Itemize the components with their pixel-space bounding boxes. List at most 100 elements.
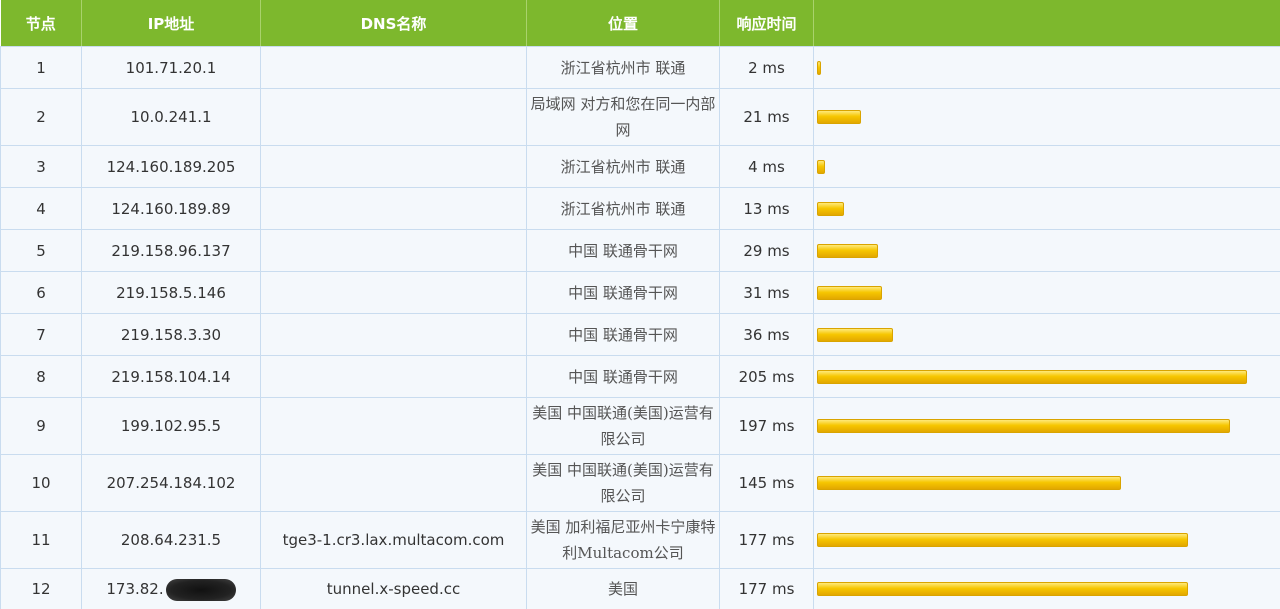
node-cell: 10 [1,455,82,512]
node-cell: 12 [1,569,82,609]
dns-cell [261,188,527,230]
ip-cell: 208.64.231.5 [82,512,261,569]
ip-cell: 124.160.189.89 [82,188,261,230]
latency-bar [817,286,882,300]
rtt-cell: 177 ms [720,512,814,569]
dns-cell [261,272,527,314]
ip-text: 219.158.3.30 [121,326,221,344]
location-cell: 中国 联通骨干网 [527,356,720,398]
rtt-cell: 36 ms [720,314,814,356]
latency-bar [817,328,893,342]
node-cell: 11 [1,512,82,569]
dns-cell [261,89,527,146]
dns-cell: tge3-1.cr3.lax.multacom.com [261,512,527,569]
location-cell: 中国 联通骨干网 [527,272,720,314]
location-cell: 美国 加利福尼亚州卡宁康特利Multacom公司 [527,512,720,569]
latency-bar [817,202,844,216]
dns-cell [261,398,527,455]
location-cell: 美国 [527,569,720,609]
ip-text: 207.254.184.102 [107,474,236,492]
ip-cell: 219.158.5.146 [82,272,261,314]
latency-bar [817,533,1188,547]
ip-text: 219.158.5.146 [116,284,226,302]
location-cell: 中国 联通骨干网 [527,230,720,272]
ip-cell: 101.71.20.1 [82,47,261,89]
location-cell: 美国 中国联通(美国)运营有限公司 [527,455,720,512]
dns-cell [261,455,527,512]
bar-cell [814,89,1280,146]
ip-cell: 219.158.3.30 [82,314,261,356]
header-ip: IP地址 [82,0,261,47]
dns-cell: tunnel.x-speed.cc [261,569,527,609]
latency-bar [817,476,1121,490]
latency-bar [817,110,861,124]
rtt-cell: 197 ms [720,398,814,455]
node-cell: 4 [1,188,82,230]
bar-cell [814,272,1280,314]
rtt-cell: 21 ms [720,89,814,146]
node-cell: 3 [1,146,82,188]
latency-bar [817,370,1247,384]
bar-cell [814,146,1280,188]
ip-text: 219.158.96.137 [111,242,230,260]
node-cell: 6 [1,272,82,314]
bar-cell [814,230,1280,272]
node-cell: 8 [1,356,82,398]
bar-cell [814,188,1280,230]
location-cell: 浙江省杭州市 联通 [527,47,720,89]
location-cell: 局域网 对方和您在同一内部网 [527,89,720,146]
ip-text: 10.0.241.1 [130,108,211,126]
ip-text: 208.64.231.5 [121,531,221,549]
dns-cell [261,146,527,188]
bar-cell [814,398,1280,455]
rtt-cell: 205 ms [720,356,814,398]
bar-cell [814,512,1280,569]
latency-bar [817,160,825,174]
dns-cell [261,47,527,89]
latency-bar [817,419,1230,433]
rtt-cell: 4 ms [720,146,814,188]
ip-text: 219.158.104.14 [111,368,230,386]
rtt-cell: 29 ms [720,230,814,272]
ip-text: 199.102.95.5 [121,417,221,435]
bar-cell [814,569,1280,609]
ip-cell: 173.82. [82,569,261,609]
ip-text: 124.160.189.205 [107,158,236,176]
header-node: 节点 [1,0,82,47]
rtt-cell: 2 ms [720,47,814,89]
ip-cell: 207.254.184.102 [82,455,261,512]
location-cell: 浙江省杭州市 联通 [527,146,720,188]
rtt-cell: 31 ms [720,272,814,314]
node-cell: 7 [1,314,82,356]
rtt-cell: 13 ms [720,188,814,230]
node-cell: 2 [1,89,82,146]
bar-cell [814,314,1280,356]
location-cell: 美国 中国联通(美国)运营有限公司 [527,398,720,455]
node-cell: 1 [1,47,82,89]
location-cell: 中国 联通骨干网 [527,314,720,356]
ip-cell: 219.158.104.14 [82,356,261,398]
header-rtt: 响应时间 [720,0,814,47]
header-dns: DNS名称 [261,0,527,47]
dns-cell [261,230,527,272]
header-row: 节点 IP地址 DNS名称 位置 响应时间 [1,0,1280,47]
dns-cell [261,356,527,398]
dns-cell [261,314,527,356]
table-row: 11 208.64.231.5 tge3-1.cr3.lax.multacom.co… [1,512,1280,569]
bar-cell [814,356,1280,398]
bar-cell [814,455,1280,512]
location-cell: 浙江省杭州市 联通 [527,188,720,230]
rtt-cell: 177 ms [720,569,814,609]
ip-text: 173.82. [106,580,163,598]
